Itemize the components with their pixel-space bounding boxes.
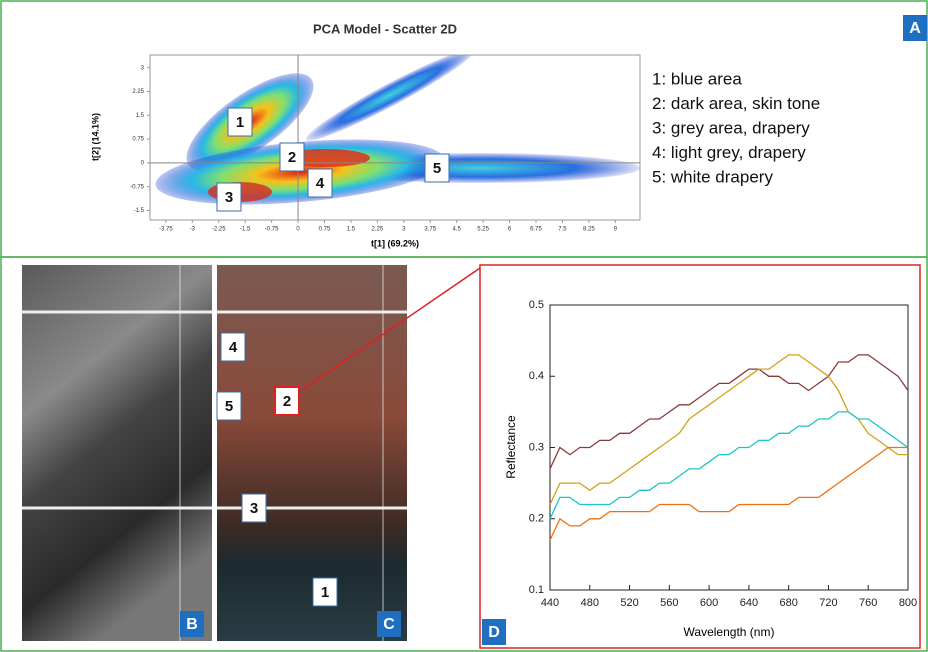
y-axis-label: Reflectance <box>504 415 518 479</box>
x-tick-label: 560 <box>660 597 678 609</box>
label-box: 2 <box>280 143 304 171</box>
x-axis-label: t[1] (69.2%) <box>371 238 419 248</box>
label-box: 2 <box>275 387 299 415</box>
x-tick-label: 0 <box>296 227 300 233</box>
label-box-text: 4 <box>229 339 238 356</box>
label-box: 3 <box>242 494 266 522</box>
spectrum-line <box>550 355 908 469</box>
y-tick-label: 0.3 <box>529 441 544 453</box>
label-box: 4 <box>221 333 245 361</box>
x-tick-label: 520 <box>620 597 638 609</box>
y-tick-label: 0 <box>141 160 145 166</box>
x-tick-label: 4.5 <box>453 227 462 233</box>
panel-letter: B <box>186 616 198 633</box>
label-box-text: 1 <box>321 584 329 601</box>
legend-text: 1: blue area <box>652 69 742 88</box>
x-tick-label: 8.25 <box>583 227 595 233</box>
y-tick-label: -1.5 <box>134 208 145 214</box>
spectrum-line <box>550 355 908 505</box>
label-box-text: 2 <box>288 149 296 166</box>
label-box-text: 3 <box>225 189 233 206</box>
legend-text: 2: dark area, skin tone <box>652 94 820 113</box>
legend-text: 3: grey area, drapery <box>652 118 810 137</box>
x-tick-label: 9 <box>614 227 618 233</box>
y-tick-label: 0.2 <box>529 513 544 525</box>
x-tick-label: 440 <box>541 597 559 609</box>
x-tick-label: 2.25 <box>372 227 384 233</box>
y-tick-label: 1.5 <box>136 113 145 119</box>
panel-letter: C <box>383 616 395 633</box>
label-box: 5 <box>217 392 241 420</box>
spectrum-line <box>550 412 908 519</box>
x-tick-label: 5.25 <box>477 227 489 233</box>
image-b <box>22 265 212 641</box>
x-tick-label: 680 <box>779 597 797 609</box>
y-tick-label: 3 <box>141 65 145 71</box>
x-tick-label: 600 <box>700 597 718 609</box>
x-tick-label: 720 <box>819 597 837 609</box>
legend-text: 4: light grey, drapery <box>652 143 806 162</box>
x-tick-label: -3.75 <box>159 227 173 233</box>
x-tick-label: 3 <box>402 227 406 233</box>
label-box-text: 5 <box>433 160 441 177</box>
panel-letter: A <box>909 20 921 37</box>
x-tick-label: -2.25 <box>212 227 226 233</box>
x-tick-label: 7.5 <box>558 227 567 233</box>
x-tick-label: 760 <box>859 597 877 609</box>
label-box-text: 3 <box>250 500 258 517</box>
figure: PCA Model - Scatter 2D t[1] (69.2%) t[2] (… <box>0 0 928 652</box>
panel-d-border <box>480 265 920 648</box>
label-box: 4 <box>308 169 332 197</box>
y-tick-label: -0.75 <box>130 184 144 190</box>
x-tick-label: 6.75 <box>530 227 542 233</box>
spectrum-line <box>550 448 908 541</box>
y-tick-label: 0.4 <box>529 370 544 382</box>
label-box: 1 <box>313 578 337 606</box>
x-axis-label: Wavelength (nm) <box>684 625 775 639</box>
y-axis-label: t[2] (14.1%) <box>90 113 100 161</box>
label-box-text: 2 <box>283 393 291 410</box>
label-box-text: 1 <box>236 114 244 131</box>
image-c <box>217 265 407 641</box>
x-tick-label: 640 <box>740 597 758 609</box>
label-box: 5 <box>425 154 449 182</box>
label-box: 1 <box>228 108 252 136</box>
y-tick-label: 0.1 <box>529 584 544 596</box>
y-tick-label: 0.75 <box>132 137 144 143</box>
y-tick-label: 2.25 <box>132 89 144 95</box>
plot-frame <box>550 305 908 590</box>
x-tick-label: 800 <box>899 597 917 609</box>
label-box-text: 4 <box>316 175 325 192</box>
y-tick-label: 0.5 <box>529 299 544 311</box>
chart-title: PCA Model - Scatter 2D <box>313 21 457 36</box>
x-tick-label: 1.5 <box>347 227 356 233</box>
label-box: 3 <box>217 183 241 211</box>
label-box-text: 5 <box>225 398 233 415</box>
legend-text: 5: white drapery <box>652 167 773 186</box>
x-tick-label: 6 <box>508 227 512 233</box>
x-tick-label: -0.75 <box>265 227 279 233</box>
x-tick-label: -1.5 <box>240 227 251 233</box>
x-tick-label: -3 <box>190 227 196 233</box>
x-tick-label: 3.75 <box>424 227 436 233</box>
x-tick-label: 0.75 <box>319 227 331 233</box>
panel-letter: D <box>488 624 500 641</box>
x-tick-label: 480 <box>581 597 599 609</box>
